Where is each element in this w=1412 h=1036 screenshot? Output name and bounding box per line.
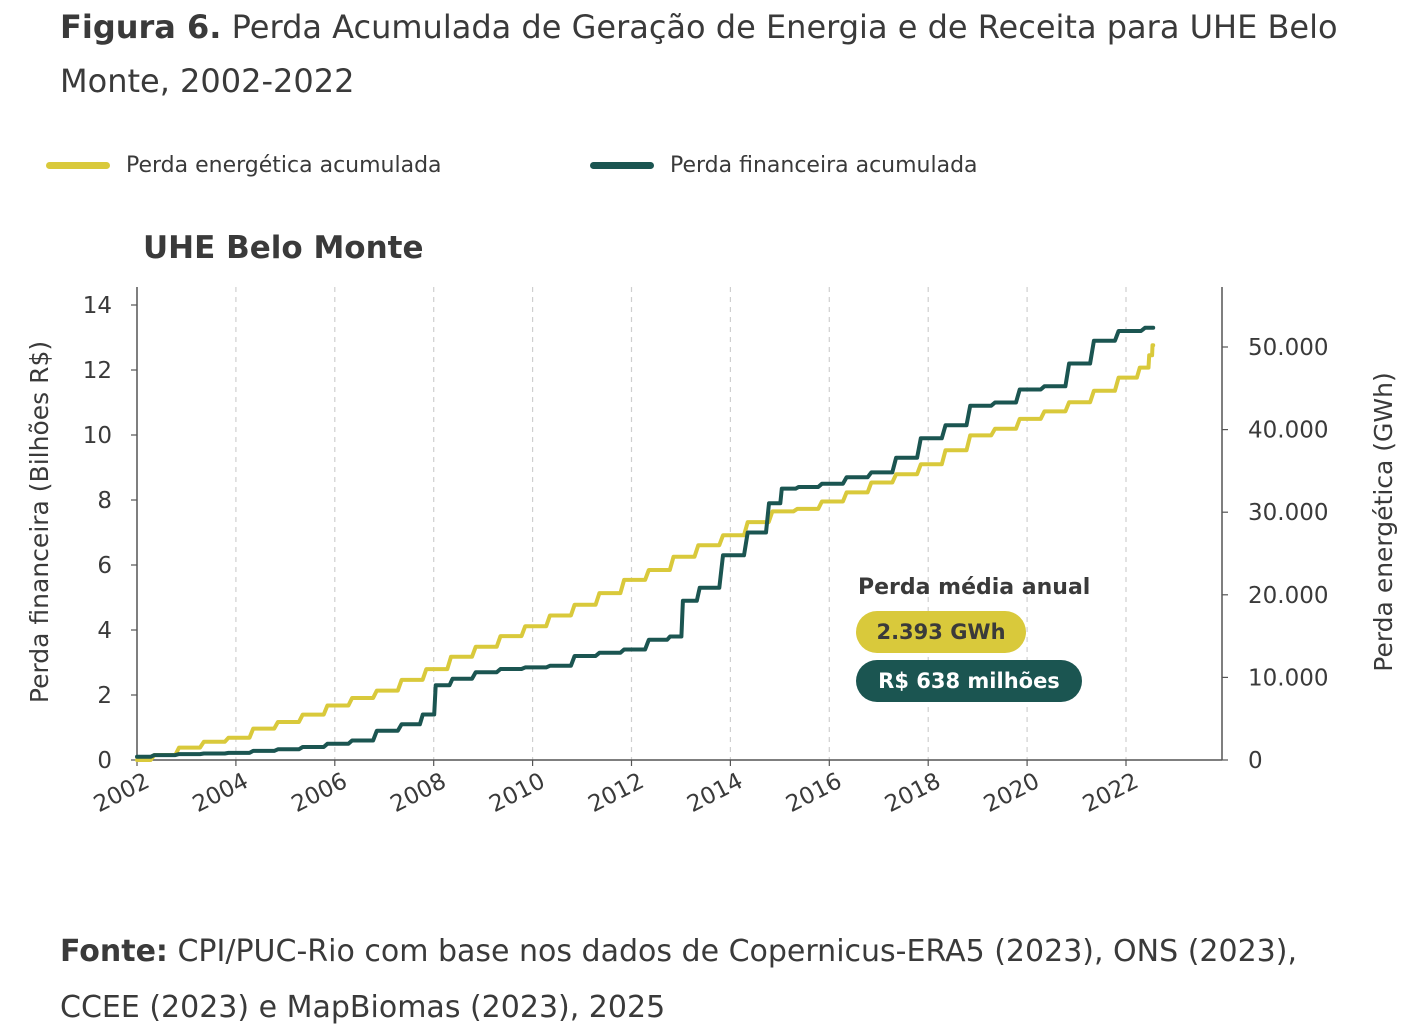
source-note: Fonte: CPI/PUC-Rio com base nos dados de… — [60, 924, 1380, 1036]
series-line-energy — [135, 343, 1156, 762]
x-tick-label-2004: 2004 — [189, 768, 253, 818]
y-tick-label-right-50.000: 50.000 — [1248, 335, 1328, 361]
x-tick-label-2010: 2010 — [485, 768, 549, 818]
y-tick-label-right-10.000: 10.000 — [1248, 665, 1328, 691]
y-tick-label-left-6: 6 — [97, 553, 112, 579]
y-tick-label-right-20.000: 20.000 — [1248, 583, 1328, 609]
y-tick-label-left-8: 8 — [97, 488, 112, 514]
y-axis-label-right: Perda energética (GWh) — [1369, 372, 1398, 671]
legend-item-money: Perda financeira acumulada — [590, 145, 978, 185]
x-tick-label-2002: 2002 — [90, 768, 154, 818]
y-tick-label-left-10: 10 — [83, 423, 112, 449]
figure-title: Figura 6. Perda Acumulada de Geração de … — [60, 0, 1360, 108]
chart: UHE Belo Monte Perda financeira (Bilhões… — [25, 230, 1398, 818]
x-tick-label-2016: 2016 — [782, 768, 846, 818]
axes — [136, 287, 1223, 761]
y-tick-label-left-2: 2 — [97, 683, 112, 709]
x-tick-label-2012: 2012 — [584, 768, 648, 818]
x-tick-label-2008: 2008 — [386, 768, 450, 818]
source-lead: Fonte: — [60, 934, 168, 969]
figure-title-lead: Figura 6. — [60, 8, 222, 46]
legend: Perda energética acumulada Perda finance… — [46, 145, 1146, 185]
figure-title-text: Perda Acumulada de Geração de Energia e … — [60, 8, 1338, 100]
x-tick-label-2006: 2006 — [288, 768, 352, 818]
legend-item-energy: Perda energética acumulada — [46, 145, 442, 185]
series — [135, 325, 1156, 762]
badge-money-average: R$ 638 milhões — [856, 660, 1082, 702]
y-tick-label-left-4: 4 — [97, 618, 112, 644]
y-tick-label-left-0: 0 — [97, 748, 112, 774]
y-tick-label-right-30.000: 30.000 — [1248, 500, 1328, 526]
legend-swatch-energy — [46, 161, 110, 169]
y-tick-label-right-40.000: 40.000 — [1248, 418, 1328, 444]
x-tick-label-2018: 2018 — [881, 768, 945, 818]
legend-swatch-money — [590, 161, 654, 169]
legend-label-energy: Perda energética acumulada — [126, 152, 442, 178]
badge-energy-average: 2.393 GWh — [856, 611, 1026, 653]
annotation-label: Perda média anual — [858, 575, 1091, 600]
chart-title: UHE Belo Monte — [143, 230, 424, 266]
ticks: 2002 2004 2006 2008 2010 2012 2014 2016 2018 2020… — [83, 293, 1329, 818]
source-text: CPI/PUC-Rio com base nos dados de Copern… — [60, 934, 1297, 1025]
series-line-money — [135, 325, 1156, 759]
y-tick-label-left-14: 14 — [83, 293, 112, 319]
x-tick-label-2022: 2022 — [1079, 768, 1143, 818]
legend-label-money: Perda financeira acumulada — [670, 152, 978, 178]
x-tick-label-2014: 2014 — [683, 768, 747, 818]
y-tick-label-right-0: 0 — [1248, 748, 1263, 774]
y-axis-label-left: Perda financeira (Bilhões R$) — [25, 341, 54, 703]
y-tick-label-left-12: 12 — [83, 358, 112, 384]
x-tick-label-2020: 2020 — [980, 768, 1044, 818]
